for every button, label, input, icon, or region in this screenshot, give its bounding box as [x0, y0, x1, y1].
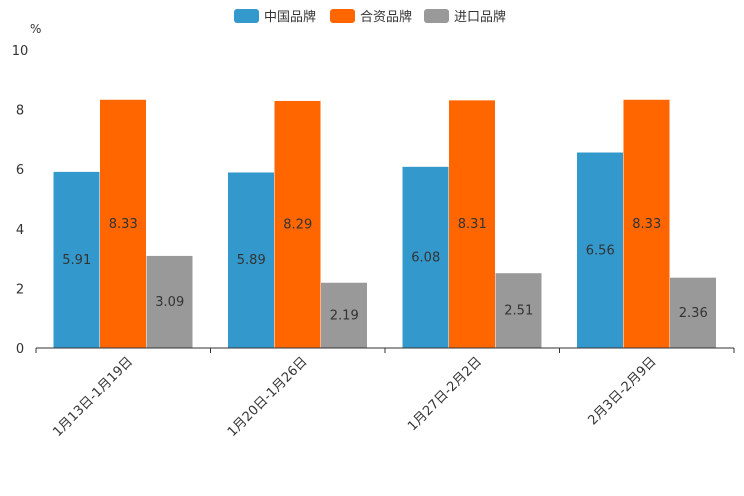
bar-label-1-0: 5.89: [237, 253, 266, 268]
bar-0-2: [146, 255, 193, 348]
bar-label-2-2: 2.51: [504, 304, 533, 319]
bar-label-1-2: 2.19: [330, 308, 359, 323]
y-tick-label-4: 8: [16, 104, 24, 119]
x-tick-label-3: 2月3日-2月9日: [585, 354, 659, 428]
bar-1-2: [321, 282, 367, 348]
x-tick-label-2: 1月27日-2月2日: [405, 354, 485, 434]
bar-3-1: [623, 99, 670, 349]
legend-swatch-1: [330, 9, 355, 23]
bars: 5.91 8.33 3.09 5.89 8.29 2.19 6.08 8.31 2.51 6.56…: [53, 99, 716, 349]
bar-0-1: [100, 99, 146, 349]
bar-0-0: [53, 171, 100, 348]
bar-1-0: [228, 172, 274, 348]
legend-label-2: 进口品牌: [454, 9, 506, 25]
legend-label-0: 中国品牌: [264, 9, 316, 25]
bar-2-0: [402, 166, 449, 348]
legend-swatch-2: [424, 9, 449, 23]
bar-3-0: [577, 152, 623, 348]
x-tick-label-0: 1月13日-1月19日: [50, 354, 136, 440]
bar-label-0-0: 5.91: [62, 253, 91, 268]
bar-2-1: [449, 100, 495, 348]
bar-1-1: [274, 100, 321, 348]
x-tick-label-1: 1月20日-1月26日: [225, 354, 311, 440]
legend-label-1: 合资品牌: [360, 9, 412, 25]
y-tick-label-3: 6: [16, 163, 24, 178]
bar-label-3-0: 6.56: [586, 243, 615, 258]
bar-label-2-0: 6.08: [411, 250, 440, 265]
x-axis: 1月13日-1月19日 1月20日-1月26日 1月27日-2月2日 2月3日-2月9…: [35, 348, 735, 440]
y-tick-label-2: 4: [16, 223, 24, 238]
bar-label-2-1: 8.31: [458, 217, 487, 232]
bar-label-1-1: 8.29: [283, 217, 312, 232]
bar-2-2: [495, 273, 542, 348]
y-axis-unit: %: [30, 22, 41, 36]
bar-3-2: [670, 277, 716, 348]
bar-label-0-2: 3.09: [155, 295, 184, 310]
bar-label-0-1: 8.33: [109, 217, 138, 232]
y-axis: 0 2 4 6 8 10: [12, 44, 29, 357]
legend: 中国品牌 合资品牌 进口品牌: [234, 9, 506, 25]
y-tick-label-1: 2: [16, 282, 24, 297]
bar-label-3-2: 2.36: [679, 306, 708, 321]
y-tick-label-5: 10: [12, 44, 29, 59]
legend-swatch-0: [234, 9, 259, 23]
bar-label-3-1: 8.33: [632, 217, 661, 232]
y-tick-label-0: 0: [16, 342, 24, 357]
